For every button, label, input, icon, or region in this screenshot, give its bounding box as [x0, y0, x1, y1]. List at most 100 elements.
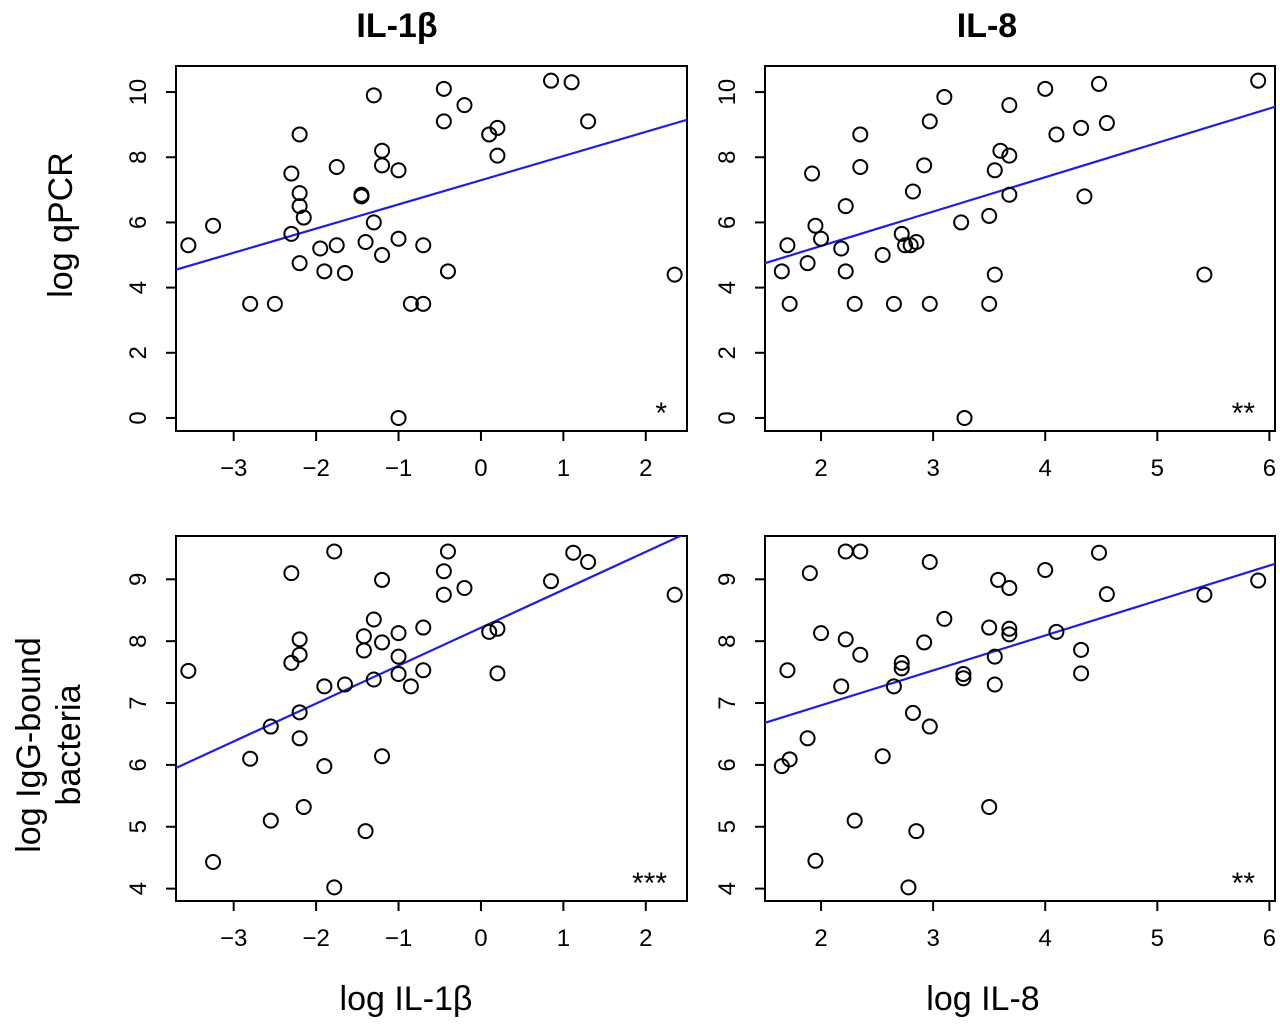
data-point: [852, 543, 869, 560]
data-point: [833, 240, 850, 257]
data-point: [908, 233, 925, 250]
x-tick-label: 2: [639, 925, 652, 952]
y-tick-label: 9: [714, 573, 741, 586]
data-point: [874, 748, 891, 765]
data-point: [1073, 119, 1090, 136]
data-point: [489, 147, 506, 164]
data-point: [773, 263, 790, 280]
y-tick-label: 8: [714, 634, 741, 647]
data-point: [390, 625, 407, 642]
data-point: [580, 553, 597, 570]
data-point: [986, 676, 1003, 693]
data-point: [291, 126, 308, 143]
data-point: [779, 237, 796, 254]
y-tick-label: 0: [125, 411, 152, 424]
data-point: [893, 660, 910, 677]
y-tick-label: 6: [714, 216, 741, 229]
data-point: [1001, 579, 1018, 596]
data-point: [415, 237, 432, 254]
data-point: [781, 751, 798, 768]
x-tick-label: −1: [385, 455, 412, 482]
data-point: [365, 611, 382, 628]
y-tick-label: 2: [714, 346, 741, 359]
y-tick-label: 8: [125, 151, 152, 164]
data-point: [439, 543, 456, 560]
data-point: [357, 233, 374, 250]
data-point: [981, 207, 998, 224]
data-point: [291, 730, 308, 747]
data-point: [955, 670, 972, 687]
regression-line: [765, 562, 1275, 724]
plot-frame: [764, 535, 1276, 902]
data-point: [563, 74, 580, 91]
data-point: [283, 225, 300, 242]
x-tick-label: 3: [926, 455, 939, 482]
x-tick-label: 3: [926, 925, 939, 952]
data-point: [316, 678, 333, 695]
data-point: [852, 159, 869, 176]
data-point: [813, 230, 830, 247]
data-point: [415, 295, 432, 312]
data-point: [1076, 188, 1093, 205]
data-point: [1073, 641, 1090, 658]
data-point: [1073, 665, 1090, 682]
data-point: [291, 255, 308, 272]
data-point: [390, 665, 407, 682]
data-point: [852, 646, 869, 663]
data-point: [885, 678, 902, 695]
x-tick-label: 0: [474, 925, 487, 952]
x-tick-label: −2: [302, 455, 329, 482]
data-point: [981, 798, 998, 815]
y-tick-label: 10: [125, 79, 152, 106]
x-tick-label: 1: [557, 455, 570, 482]
data-point: [956, 409, 973, 426]
data-point: [481, 623, 498, 640]
data-point: [402, 678, 419, 695]
data-point: [837, 198, 854, 215]
data-point: [489, 119, 506, 136]
x-tick-label: 5: [1151, 925, 1164, 952]
data-point: [833, 678, 850, 695]
data-point: [837, 631, 854, 648]
data-point: [374, 247, 391, 264]
data-point: [1001, 147, 1018, 164]
data-point: [813, 625, 830, 642]
data-point: [990, 571, 1007, 588]
data-point: [807, 852, 824, 869]
data-point: [885, 295, 902, 312]
column-title-il1b: IL-1β: [356, 7, 437, 45]
x-tick-label: 5: [1151, 455, 1164, 482]
data-point: [801, 565, 818, 582]
data-point: [357, 823, 374, 840]
x-axis-title-il1b: log IL-1β: [340, 980, 473, 1018]
data-point: [295, 209, 312, 226]
data-point: [242, 750, 259, 767]
data-point: [180, 662, 197, 679]
regression-line: [176, 118, 687, 271]
x-tick-label: 6: [1263, 455, 1276, 482]
y-tick-label: 4: [714, 882, 741, 895]
data-point: [489, 665, 506, 682]
data-point: [283, 165, 300, 182]
data-point: [291, 704, 308, 721]
data-point: [846, 812, 863, 829]
data-point: [1250, 572, 1267, 589]
data-point: [312, 240, 329, 257]
data-point: [955, 665, 972, 682]
x-tick-label: 2: [814, 925, 827, 952]
data-point: [1091, 544, 1108, 561]
data-point: [986, 266, 1003, 283]
data-point: [666, 266, 683, 283]
data-point: [804, 165, 821, 182]
data-point: [295, 798, 312, 815]
data-point: [1048, 126, 1065, 143]
data-point: [1001, 97, 1018, 114]
data-point: [1037, 562, 1054, 579]
panel-qpcr-vs-il1b: −3 −2 −1 0 1 2 0 2 4 6 8 10 *: [125, 65, 688, 482]
data-point: [781, 295, 798, 312]
data-point: [180, 237, 197, 254]
significance-label: **: [1232, 867, 1256, 900]
data-point: [986, 648, 1003, 665]
data-point: [316, 263, 333, 280]
